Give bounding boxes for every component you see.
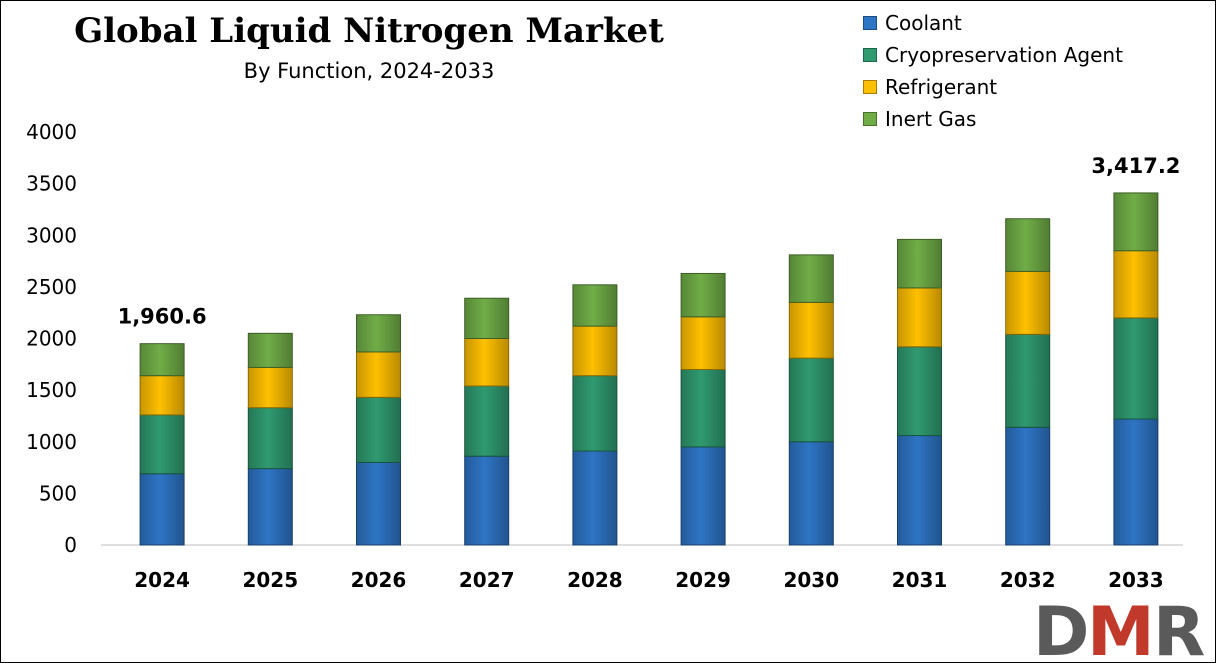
bar-segment — [1005, 218, 1051, 272]
bar-segment — [139, 473, 185, 546]
bar-segment — [572, 325, 618, 377]
bar-segment — [464, 455, 510, 546]
bar-segment — [788, 301, 834, 359]
y-tick-label: 1000 — [26, 430, 77, 454]
y-tick-label: 2500 — [26, 275, 77, 299]
bar-segment — [897, 287, 942, 348]
x-tick-label: 2031 — [892, 568, 948, 592]
data-label-total: 3,417.2 — [1091, 154, 1180, 178]
y-tick-label: 3000 — [26, 223, 77, 247]
legend-swatch-cryopreservation-agent — [863, 48, 877, 62]
bar-segment — [356, 396, 401, 463]
y-tick-label: 2000 — [26, 327, 77, 351]
legend-label-coolant: Coolant — [885, 11, 962, 35]
logo-letter-r: R — [1153, 599, 1205, 661]
bar-segment — [1113, 192, 1159, 252]
bar-segment — [247, 366, 293, 409]
legend-item-inert-gas: Inert Gas — [863, 103, 1123, 135]
legend-label-refrigerant: Refrigerant — [885, 75, 998, 99]
legend: Coolant Cryopreservation Agent Refrigera… — [863, 7, 1123, 135]
bar-segment — [572, 284, 618, 327]
bar-segment — [139, 375, 185, 416]
bar-segment — [680, 316, 726, 370]
x-tick-label: 2025 — [242, 568, 298, 592]
bar-segment — [680, 272, 726, 318]
bar-segment — [1005, 333, 1051, 428]
bar-segment — [680, 368, 726, 448]
bar-segment — [788, 357, 834, 443]
bar-segment — [464, 338, 510, 387]
x-tick-label: 2026 — [351, 568, 407, 592]
bar-segment — [356, 314, 401, 353]
x-tick-label: 2024 — [134, 568, 190, 592]
y-tick-label: 3500 — [26, 172, 77, 196]
bar-segment — [1005, 270, 1051, 335]
bar-segment — [897, 346, 942, 437]
x-tick-label: 2028 — [567, 568, 623, 592]
chart-subtitle: By Function, 2024-2033 — [243, 59, 495, 83]
y-tick-label: 1500 — [26, 378, 77, 402]
bar-segment — [139, 414, 185, 475]
bar-segment — [356, 461, 401, 546]
bar-segment — [788, 254, 834, 303]
data-label-total: 1,960.6 — [118, 305, 207, 329]
legend-label-inert-gas: Inert Gas — [885, 107, 977, 131]
bar-segment — [1113, 250, 1159, 319]
bar-segment — [464, 385, 510, 457]
bar-segment — [897, 435, 942, 546]
x-tick-label: 2032 — [1000, 568, 1056, 592]
bar-segment — [139, 343, 185, 377]
y-tick-label: 4000 — [26, 120, 77, 144]
legend-item-refrigerant: Refrigerant — [863, 71, 1123, 103]
chart-title: Global Liquid Nitrogen Market — [74, 11, 664, 51]
bar-segment — [247, 468, 293, 546]
legend-swatch-inert-gas — [863, 112, 877, 126]
logo-letter-d: D — [1033, 599, 1089, 661]
x-tick-label: 2027 — [459, 568, 515, 592]
legend-item-cryopreservation-agent: Cryopreservation Agent — [863, 39, 1123, 71]
bar-segment — [1005, 426, 1051, 546]
bar-segment — [1113, 418, 1159, 546]
bar-segment — [356, 351, 401, 398]
bar-segment — [247, 407, 293, 470]
y-tick-label: 500 — [39, 481, 77, 505]
x-tick-label: 2030 — [783, 568, 839, 592]
bar-segment — [464, 297, 510, 340]
bar-segment — [897, 238, 942, 289]
legend-swatch-refrigerant — [863, 80, 877, 94]
legend-item-coolant: Coolant — [863, 7, 1123, 39]
bar-segment — [572, 450, 618, 546]
dmr-logo: D M R — [1033, 599, 1205, 661]
legend-swatch-coolant — [863, 16, 877, 30]
logo-letter-m: M — [1087, 599, 1155, 661]
bar-segment — [1113, 317, 1159, 420]
bar-segment — [572, 375, 618, 452]
bar-segment — [788, 441, 834, 546]
legend-label-cryopreservation-agent: Cryopreservation Agent — [885, 43, 1123, 67]
y-tick-label: 0 — [64, 533, 77, 557]
bar-segment — [247, 332, 293, 368]
x-tick-label: 2033 — [1108, 568, 1164, 592]
x-tick-label: 2029 — [675, 568, 731, 592]
bar-segment — [680, 446, 726, 546]
